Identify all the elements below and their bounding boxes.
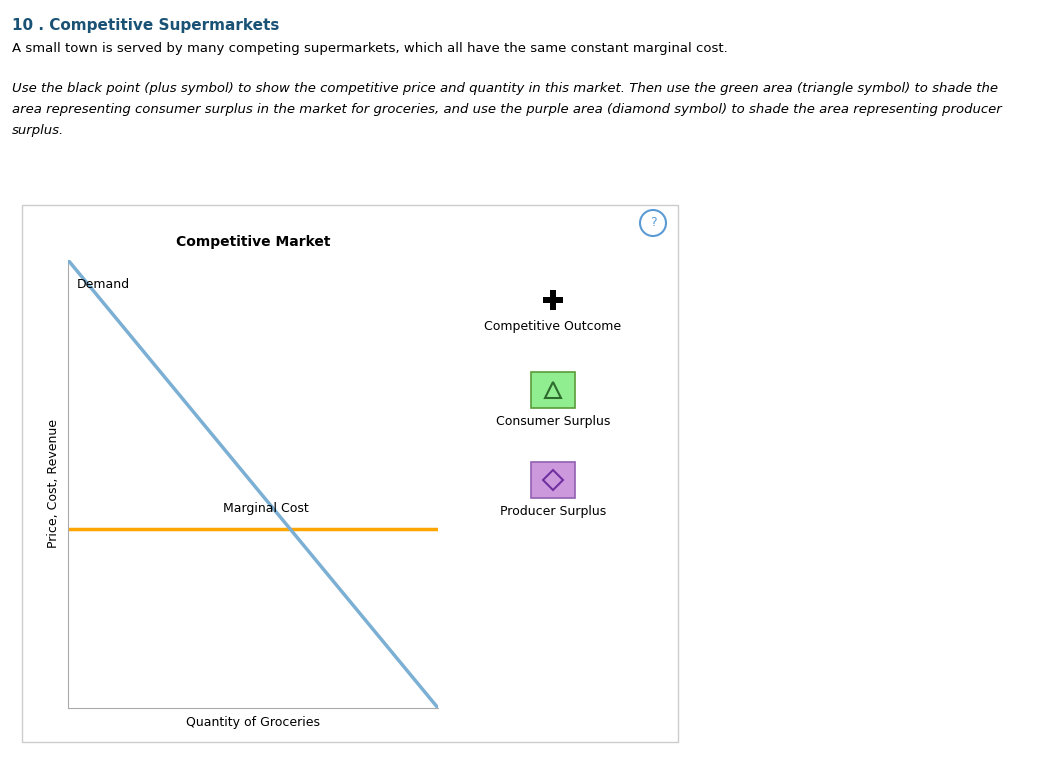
Text: Producer Surplus: Producer Surplus xyxy=(500,505,607,518)
Text: A small town is served by many competing supermarkets, which all have the same c: A small town is served by many competing… xyxy=(11,42,728,55)
Text: ?: ? xyxy=(649,217,657,230)
X-axis label: Quantity of Groceries: Quantity of Groceries xyxy=(186,717,321,730)
Y-axis label: Price, Cost, Revenue: Price, Cost, Revenue xyxy=(47,420,60,549)
Text: Use the black point (plus symbol) to show the competitive price and quantity in : Use the black point (plus symbol) to sho… xyxy=(11,82,1002,137)
Circle shape xyxy=(640,210,666,236)
Text: Demand: Demand xyxy=(77,278,130,291)
Bar xyxy=(531,462,575,498)
Text: Marginal Cost: Marginal Cost xyxy=(222,502,308,515)
Bar xyxy=(22,205,678,742)
Text: Competitive Outcome: Competitive Outcome xyxy=(484,320,621,333)
Bar xyxy=(531,372,575,408)
Title: Competitive Market: Competitive Market xyxy=(175,235,330,249)
Text: Consumer Surplus: Consumer Surplus xyxy=(496,415,610,428)
Text: 10 . Competitive Supermarkets: 10 . Competitive Supermarkets xyxy=(11,18,280,33)
